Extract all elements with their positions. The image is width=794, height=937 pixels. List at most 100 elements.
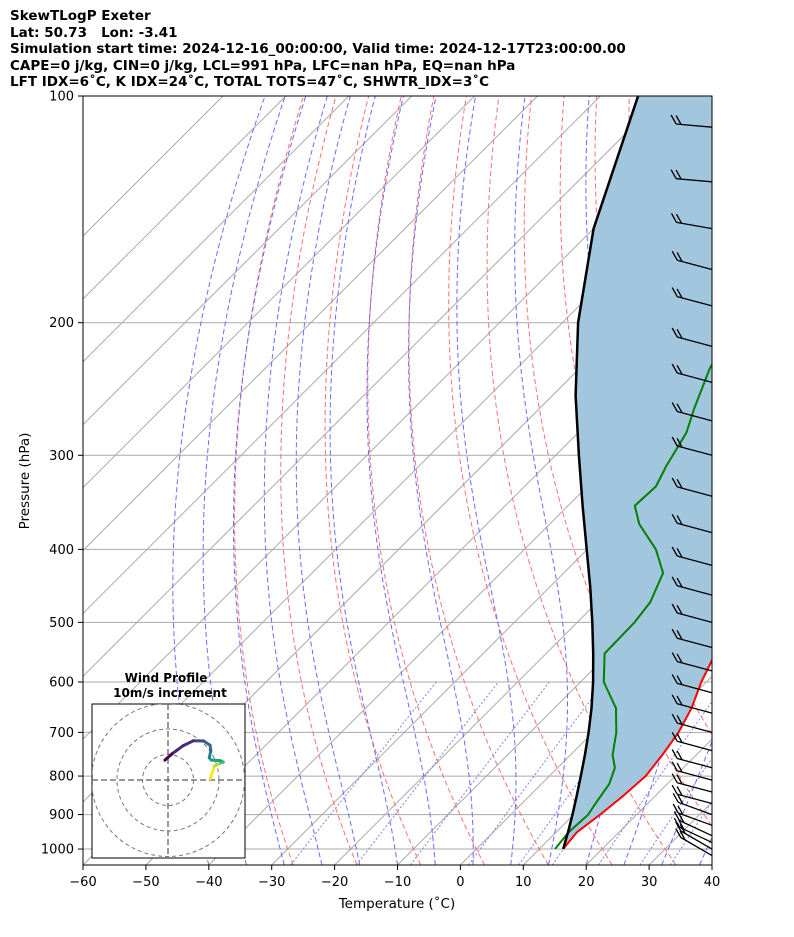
wind-barb (670, 213, 713, 230)
wind-barb-flag (671, 784, 678, 795)
wind-barb (670, 169, 713, 183)
wind-barb (671, 773, 713, 793)
wind-barb-staff (677, 637, 713, 649)
wind-barb-flag (676, 364, 683, 375)
isotherm-line (83, 96, 601, 615)
moist-adiabat (623, 96, 712, 865)
x-tick-label: −20 (321, 875, 348, 890)
isotherm-line (271, 423, 712, 865)
moist-adiabat (329, 96, 398, 865)
wind-barb-flag (671, 713, 678, 724)
wind-barb-flag (676, 252, 683, 262)
wind-barb-flag (676, 630, 683, 640)
wind-barb-flag (676, 733, 683, 743)
wind-barb-staff (677, 757, 713, 769)
wind-barb-flag (676, 577, 683, 588)
wind-barb-flag (676, 695, 683, 706)
wind-barb-staff (677, 770, 713, 781)
x-tick-label: 30 (641, 875, 658, 890)
wind-barb-flag (671, 477, 678, 488)
wind-barb-flag (671, 546, 678, 557)
wind-barb-staff (677, 703, 713, 714)
wind-barb-staff (677, 812, 713, 826)
wind-barb (673, 811, 713, 837)
wind-barb-staff (677, 445, 713, 456)
wind-barb (671, 731, 713, 752)
index-line: LFT IDX=6˚C, K IDX=24˚C, TOTAL TOTS=47˚C… (10, 74, 490, 90)
isotherm-line (145, 298, 712, 865)
wind-barb-flag (671, 628, 678, 639)
x-tick-label: −50 (132, 875, 159, 890)
wind-barb-staff (677, 793, 713, 805)
wind-barb-flag (676, 604, 683, 615)
y-tick-label: 500 (49, 616, 74, 631)
wind-barb-staff (677, 372, 713, 383)
wind-barb-flag (676, 547, 683, 558)
wind-barb-flag (678, 819, 685, 830)
wind-barb-flag (671, 402, 678, 412)
wind-barb (673, 817, 713, 844)
mixing-ratio-line (518, 681, 652, 865)
wind-barb-staff (676, 178, 713, 183)
x-axis-label: Temperature (˚C) (338, 895, 456, 912)
isotherm-line (397, 549, 712, 865)
wind-barb-flag (671, 250, 678, 261)
isotherm-line (83, 96, 475, 489)
wind-barb (671, 761, 713, 781)
x-tick-label: −40 (195, 875, 222, 890)
hodograph-segment (209, 758, 222, 763)
wind-barb-flag (670, 114, 677, 125)
wind-barb-staff (677, 682, 713, 694)
wind-barb-flag (675, 115, 682, 125)
location-line: Lat: 50.73 Lon: -3.41 (10, 24, 178, 41)
x-tick-label: −60 (69, 875, 96, 890)
wind-barb-flag (671, 436, 678, 447)
isotherm-line (83, 96, 538, 552)
wind-barb-flag (671, 773, 678, 784)
wind-barb-flag (676, 675, 683, 686)
wind-barb-flag (671, 652, 678, 662)
wind-barb (671, 250, 713, 271)
wind-barb-staff (677, 555, 713, 566)
mixing-ratio-line (290, 681, 437, 865)
chart-header: SkewTLogP Exeter Lat: 50.73 Lon: -3.41 S… (10, 8, 626, 91)
wind-barb (671, 513, 713, 534)
wind-barb (671, 546, 713, 566)
x-tick-label: −10 (384, 875, 411, 890)
time-line: Simulation start time: 2024-12-16_00:00:… (10, 41, 626, 57)
wind-barb-flag (677, 794, 684, 805)
wind-barb-flag (671, 287, 678, 297)
wind-barb-flag (671, 694, 678, 705)
x-axis-ticks: −60 −50 −40 −30 −20 −10 0 10 20 30 40 (69, 865, 720, 890)
wind-barb-flag (676, 403, 683, 414)
isotherm-line (83, 96, 413, 426)
cape-shading (563, 96, 712, 849)
wind-barb-staff (676, 221, 713, 230)
wind-barb-staff (677, 585, 713, 596)
wind-barb (675, 828, 713, 857)
wind-barb-flag (671, 761, 678, 772)
moist-adiabat (514, 96, 568, 865)
wind-barb (671, 628, 713, 649)
wind-barb-flag (671, 327, 678, 338)
wind-barb-flag (676, 786, 683, 796)
wind-barb-flag (672, 792, 679, 803)
y-tick-label: 300 (49, 449, 74, 464)
wind-barb-flag (676, 437, 683, 448)
wind-barb (671, 402, 713, 422)
wind-barb-flag (673, 817, 680, 828)
isotherm-line (334, 486, 712, 865)
isotherm-line (83, 96, 224, 237)
hodograph-segment (163, 752, 174, 762)
y-tick-label: 600 (49, 675, 74, 690)
wind-barb (672, 792, 713, 816)
isotherm-line (83, 96, 287, 300)
moist-adiabat (366, 96, 436, 865)
wind-barb (671, 603, 713, 623)
wind-barb (671, 713, 713, 734)
dry-adiabat (324, 96, 422, 865)
wind-barb-staff (677, 782, 713, 793)
wind-barb (671, 576, 713, 596)
wind-barb-staff (680, 830, 713, 850)
wind-barb-flag (678, 813, 685, 823)
